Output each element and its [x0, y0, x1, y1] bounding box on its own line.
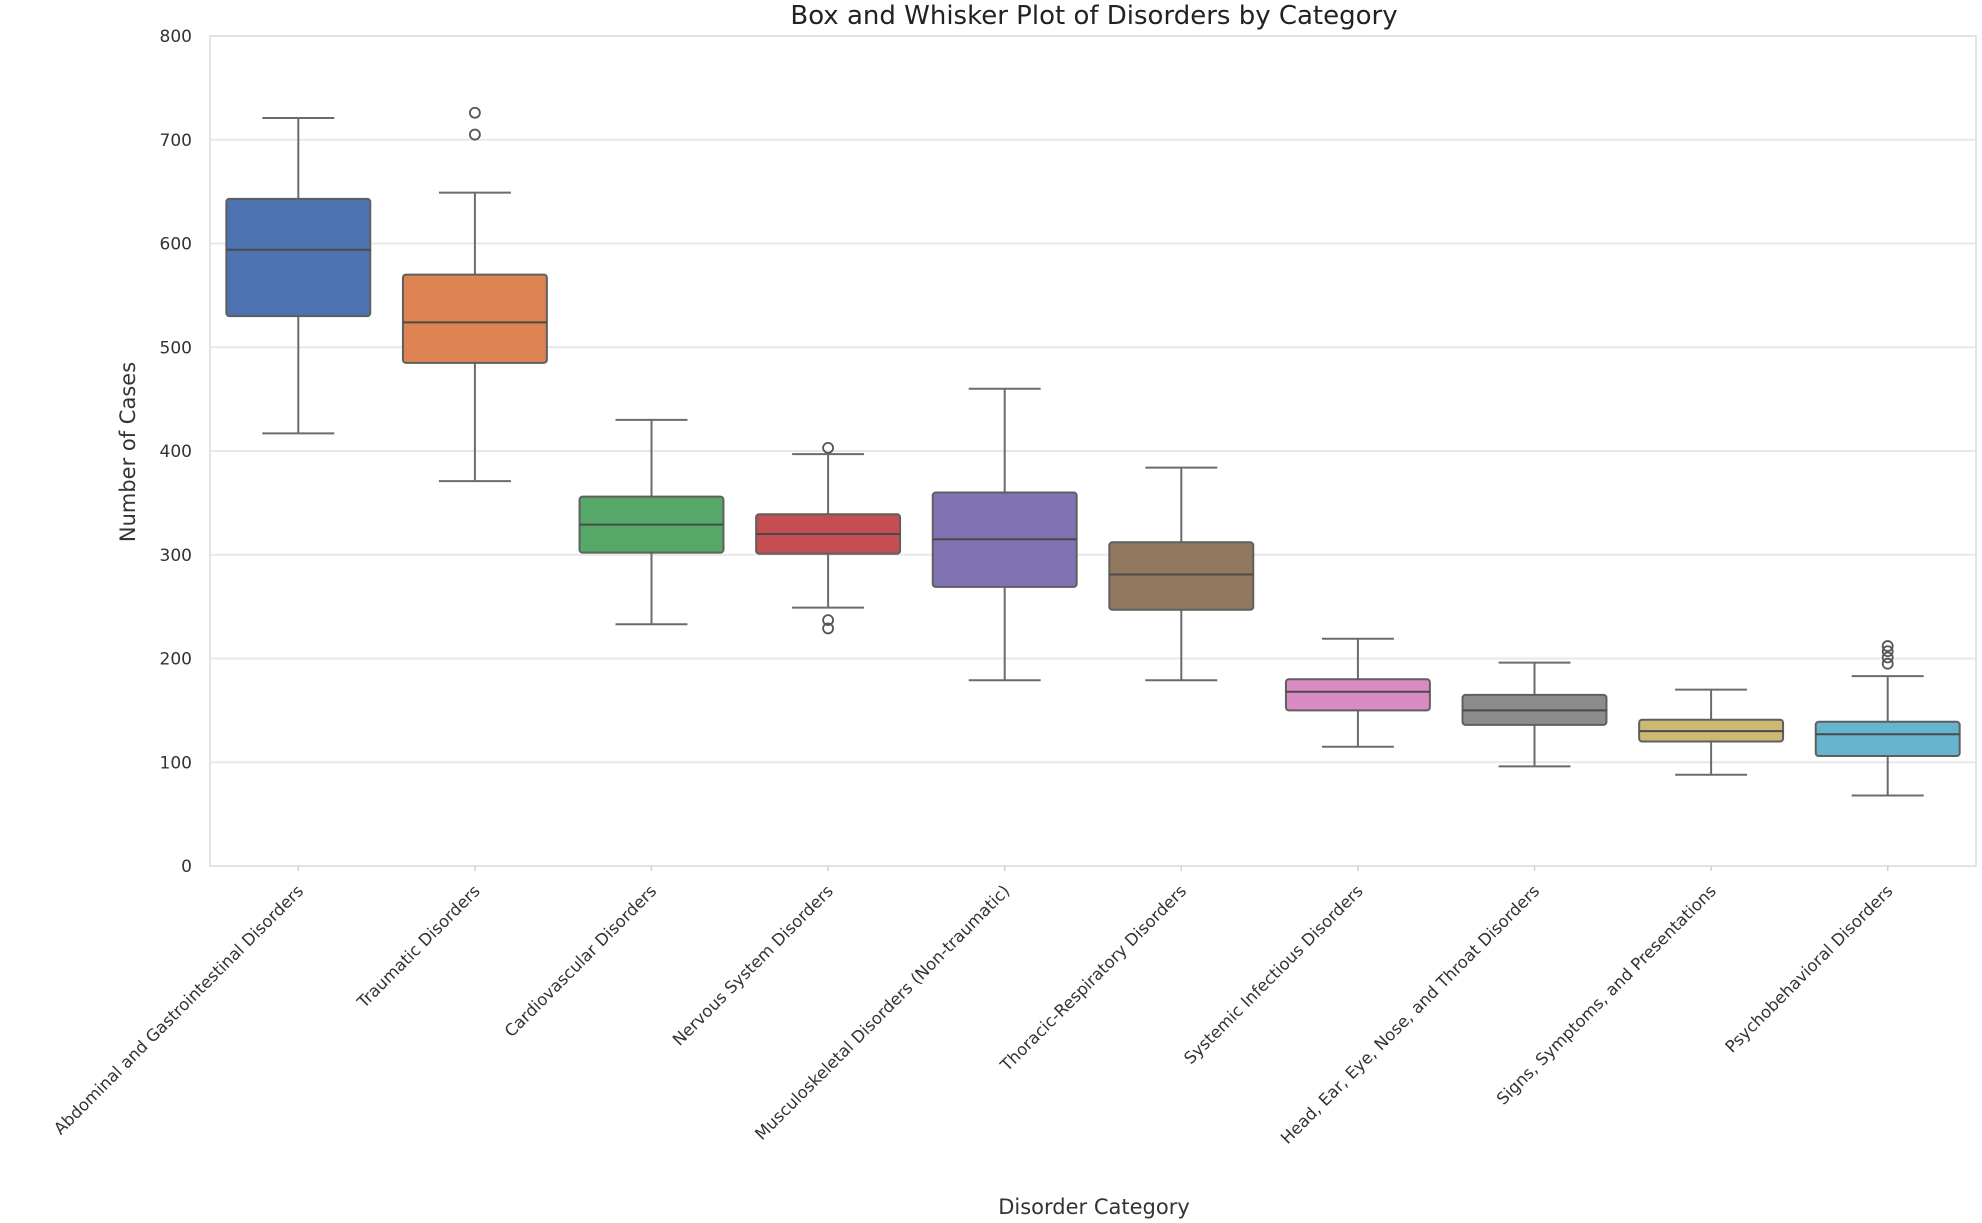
box-group [1284, 637, 1431, 748]
x-axis-ticks: Abdominal and Gastrointestinal Disorders… [50, 866, 1897, 1148]
y-axis-label: Number of Cases [116, 362, 140, 542]
box-group [401, 106, 548, 483]
x-tick-label: Signs, Symptoms, and Presentations [1493, 881, 1720, 1108]
chart-title: Box and Whisker Plot of Disorders by Cat… [790, 1, 1397, 31]
outlier-point [822, 614, 834, 627]
y-tick-label: 800 [160, 27, 192, 47]
y-tick-label: 0 [181, 857, 192, 877]
box-iqr [1814, 720, 1961, 758]
box-group [1814, 640, 1961, 797]
x-tick-label: Thoracic-Respiratory Disorders [996, 881, 1190, 1075]
y-tick-label: 100 [160, 753, 192, 773]
box-group [1638, 688, 1785, 776]
box-group [931, 387, 1078, 682]
y-tick-label: 700 [160, 131, 192, 151]
box-iqr [1108, 541, 1255, 611]
box-iqr [225, 197, 372, 318]
box-group [1461, 661, 1608, 768]
boxes [225, 106, 1961, 797]
outlier-point [822, 441, 834, 454]
box-group [1108, 466, 1255, 682]
x-tick-label: Abdominal and Gastrointestinal Disorders [50, 881, 307, 1138]
plot-area-frame [209, 35, 1977, 867]
box-group [578, 418, 725, 626]
y-axis-ticks: 0 100 200 300 400 500 600 700 800 [160, 27, 192, 877]
box-group [755, 441, 902, 635]
x-tick-label: Psychobehavioral Disorders [1722, 881, 1897, 1056]
x-axis-label: Disorder Category [998, 1195, 1190, 1219]
box-iqr [401, 273, 548, 364]
x-tick-label: Cardiovascular Disorders [501, 881, 660, 1040]
y-tick-label: 300 [160, 546, 192, 566]
outlier-point [1881, 657, 1894, 670]
y-tick-label: 600 [160, 235, 192, 255]
x-tick-label: Traumatic Disorders [353, 881, 484, 1012]
outlier-point [468, 106, 481, 119]
outlier-point [1881, 651, 1894, 664]
y-tick-label: 400 [160, 442, 192, 462]
outlier-point [1881, 645, 1894, 658]
x-tick-label: Nervous System Disorders [669, 881, 837, 1049]
y-tick-label: 200 [160, 650, 192, 670]
box-group [225, 116, 372, 435]
outlier-point [1881, 640, 1894, 652]
outlier-point [468, 128, 481, 141]
x-tick-label: Systemic Infectious Disorders [1180, 881, 1366, 1067]
box-iqr [1284, 678, 1431, 712]
outlier-point [822, 622, 834, 635]
y-tick-label: 500 [160, 338, 192, 358]
